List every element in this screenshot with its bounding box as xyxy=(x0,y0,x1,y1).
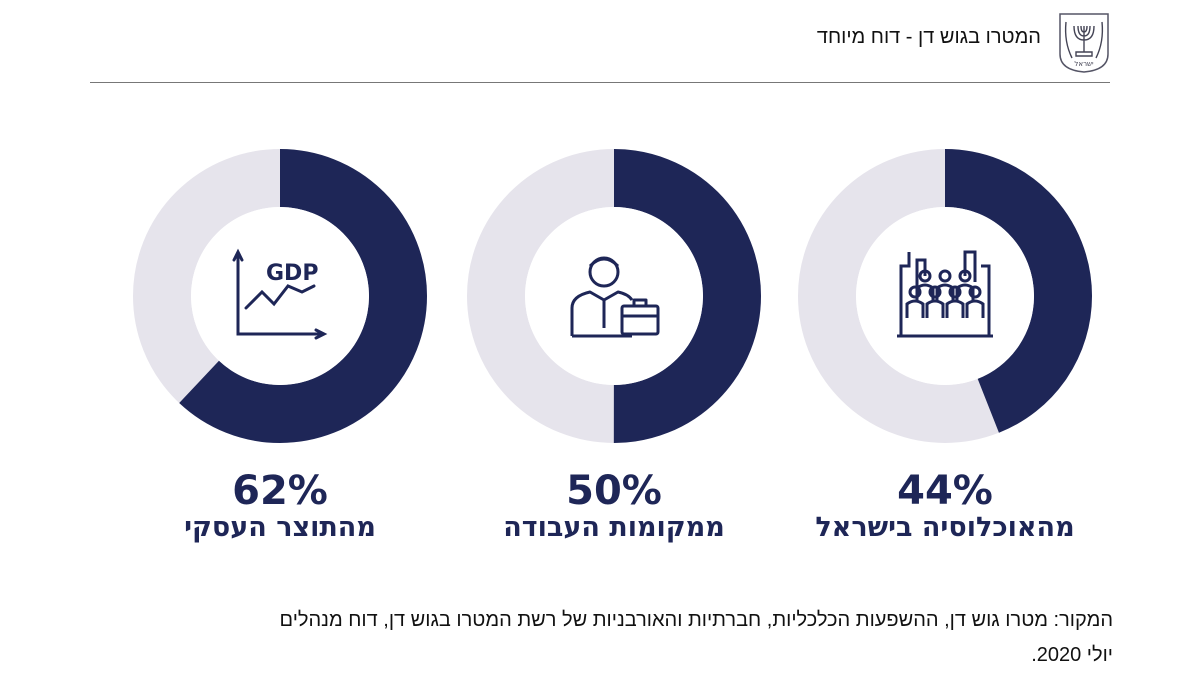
businessman-briefcase-icon xyxy=(570,256,660,338)
state-emblem-logo: ישראל xyxy=(1059,13,1109,73)
category-label: מהאוכלוסיה בישראל xyxy=(815,512,1075,543)
category-label: מהתוצר העסקי xyxy=(184,512,376,543)
percent-label: 50% xyxy=(566,468,662,514)
donut-slice xyxy=(467,149,761,443)
source-line-2: יולי 2020. xyxy=(1031,644,1113,666)
page-title: המטרו בגוש דן - דוח מיוחד xyxy=(816,26,1041,48)
donut-chart: GDP xyxy=(130,146,430,446)
svg-text:GDP: GDP xyxy=(266,261,318,286)
donut-chart xyxy=(464,146,764,446)
svg-text:ישראל: ישראל xyxy=(1074,60,1094,68)
donut-slice xyxy=(798,149,1092,443)
source-note: המקור: מטרו גוש דן, ההשפעות הכלכליות, חב… xyxy=(83,603,1113,673)
source-line-1: המקור: מטרו גוש דן, ההשפעות הכלכליות, חב… xyxy=(279,609,1113,631)
donut-chart xyxy=(795,146,1095,446)
city-population-icon xyxy=(897,250,993,338)
donut-center xyxy=(856,207,1034,385)
donut-slice xyxy=(133,149,427,443)
gdp-chart-icon: GDP xyxy=(232,248,328,340)
category-label: ממקומות העבודה xyxy=(503,512,725,543)
percent-label: 62% xyxy=(232,468,328,514)
percent-label: 44% xyxy=(897,468,993,514)
header-divider xyxy=(90,82,1110,83)
